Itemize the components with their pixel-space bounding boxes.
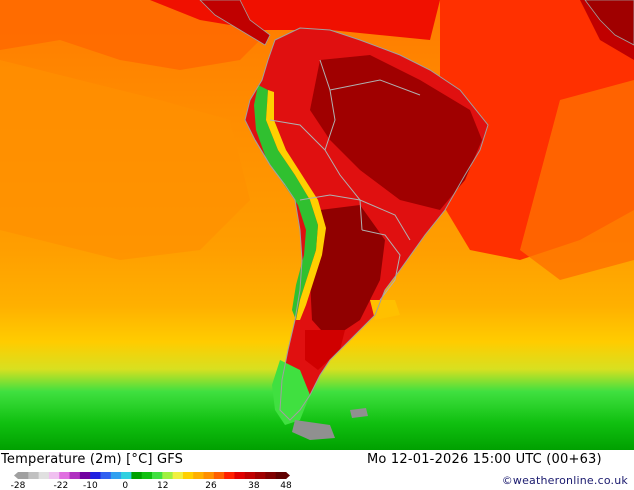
scale-swatch — [213, 472, 225, 479]
scale-tick-label: -22 — [54, 481, 69, 490]
scale-swatch — [182, 472, 194, 479]
pacific-orange-patch — [0, 60, 250, 260]
andes-yellow-edge — [266, 90, 326, 320]
scale-swatch — [48, 472, 60, 479]
scale-swatch — [90, 472, 101, 479]
scale-swatch — [28, 472, 40, 479]
scale-tick-label: -28 — [11, 481, 26, 490]
andes-cool-strip — [254, 85, 318, 320]
scale-tick-label: -10 — [83, 481, 98, 490]
site-credit[interactable]: ©weatheronline.co.uk — [501, 474, 628, 487]
scale-tick-label: 38 — [248, 481, 260, 490]
africa-edge — [584, 0, 634, 46]
scale-swatch — [100, 472, 112, 479]
scale-swatch — [224, 472, 235, 479]
scale-tick-label: 48 — [280, 481, 292, 490]
scale-swatch — [265, 472, 277, 479]
scale-min-arrow — [14, 472, 18, 479]
scale-swatch — [162, 472, 174, 479]
chaco-very-hot — [310, 205, 385, 340]
scale-swatch — [234, 472, 246, 479]
scale-swatch — [69, 472, 81, 479]
scale-swatch — [121, 472, 132, 479]
pampas-hot — [305, 330, 345, 370]
central-america — [199, 0, 271, 46]
scale-swatch — [38, 472, 50, 479]
scale-max-arrow — [286, 472, 290, 479]
scale-swatch — [193, 472, 205, 479]
scale-tick-label: 12 — [157, 481, 168, 490]
tierra-del-fuego — [292, 420, 335, 440]
temperature-map — [0, 0, 634, 450]
color-scale-legend: -28 -22 -10 0 12 26 38 48 — [11, 472, 292, 490]
forecast-datetime: Mo 12-01-2026 15:00 UTC (00+63) — [367, 452, 602, 467]
scale-swatch — [18, 472, 29, 479]
scale-swatch — [255, 472, 266, 479]
scale-swatch — [110, 472, 122, 479]
atlantic-orange-patch — [520, 80, 634, 280]
scale-swatch — [141, 472, 153, 479]
scale-tick-label: 0 — [122, 481, 128, 490]
scale-swatch — [244, 472, 256, 479]
scale-swatch — [203, 472, 215, 479]
scale-swatch — [172, 472, 184, 479]
scale-swatch — [131, 472, 143, 479]
caption-bar: Temperature (2m) [°C] GFS Mo 12-01-2026 … — [0, 450, 634, 490]
scale-tick-label: 26 — [205, 481, 217, 490]
coastline — [244, 27, 489, 421]
scale-swatch — [79, 472, 91, 479]
amazon-very-hot — [310, 55, 482, 210]
falklands — [350, 408, 368, 418]
river-plate-yellow — [370, 300, 400, 320]
map-title: Temperature (2m) [°C] GFS — [1, 452, 184, 467]
scale-swatch — [152, 472, 163, 479]
scale-swatch — [275, 472, 287, 479]
scale-swatch — [59, 472, 71, 479]
